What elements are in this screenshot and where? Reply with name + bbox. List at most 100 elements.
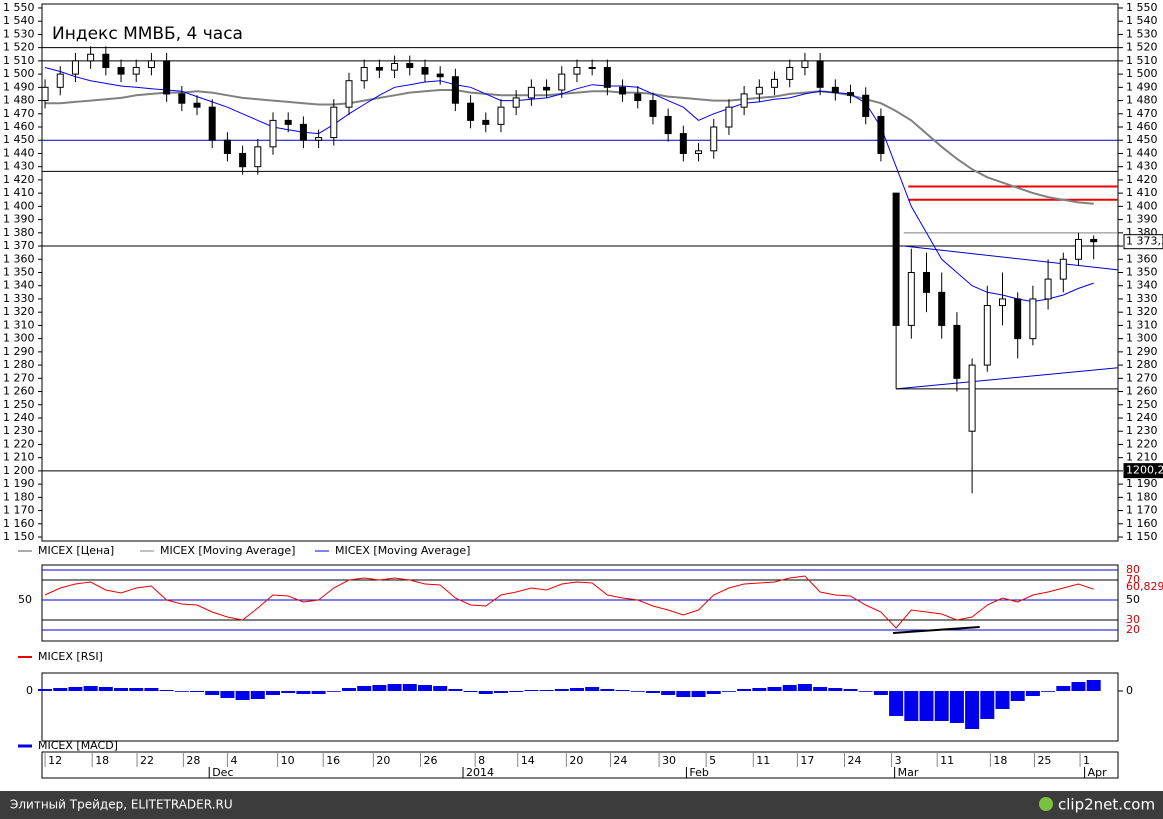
macd-bar: [38, 689, 53, 691]
y-tick-label: 1 470: [1126, 107, 1158, 120]
panel-frame: [41, 564, 1119, 642]
y-tick-label: 1 420: [3, 173, 35, 186]
x-tick-label: 11: [940, 754, 954, 767]
y-tick-label: 0: [1126, 684, 1133, 697]
chart-title: Индекс ММВБ, 4 часа: [52, 24, 243, 44]
candle-body: [527, 86, 535, 99]
y-tick-label: 1 160: [1126, 517, 1158, 530]
y-tick-label: 1 250: [1126, 398, 1158, 411]
month-label: 2014: [466, 766, 494, 779]
macd-bar: [797, 684, 812, 691]
y-tick-label: 1 520: [3, 41, 35, 54]
y-tick-label: 1 390: [1126, 213, 1158, 226]
y-tick-label: 1 410: [1126, 186, 1158, 199]
y-tick-label: 1 280: [3, 358, 35, 371]
macd-bar: [402, 684, 417, 691]
macd-bar: [965, 691, 980, 729]
candle-body: [436, 73, 444, 78]
candle-body: [786, 66, 794, 80]
candle-body: [406, 63, 414, 68]
x-tick-label: 18: [95, 754, 109, 767]
x-tick-label: 30: [662, 754, 676, 767]
macd-bar: [417, 685, 432, 691]
macd-bar: [190, 691, 205, 692]
y-tick-label: 1 500: [3, 67, 35, 80]
candle-body: [315, 137, 323, 141]
macd-bar: [569, 688, 584, 691]
macd-bar: [858, 691, 873, 692]
candle-body: [147, 60, 155, 68]
candle-body: [877, 115, 885, 154]
y-tick-label: 1 390: [3, 213, 35, 226]
y-tick-label: 1 260: [1126, 385, 1158, 398]
macd-bar: [1056, 686, 1071, 691]
macd-bar: [1041, 691, 1056, 692]
y-tick-label: 1 230: [1126, 424, 1158, 437]
x-tick-label: 1: [1083, 754, 1090, 767]
macd-bar: [159, 690, 174, 691]
y-tick-label: 20: [1126, 623, 1140, 636]
y-tick-label: 1 410: [3, 186, 35, 199]
y-tick-label: 1 340: [1126, 279, 1158, 292]
price-tag-label: 1 373,3: [1126, 235, 1163, 248]
candle-body: [102, 53, 110, 68]
y-tick-label: 1 540: [3, 14, 35, 27]
y-tick-label: 1 400: [1126, 199, 1158, 212]
y-tick-label: 1 220: [1126, 437, 1158, 450]
y-tick-label: 1 290: [1126, 345, 1158, 358]
candle-body: [831, 86, 839, 94]
y-tick-label: 1 300: [1126, 332, 1158, 345]
y-tick-label: 1 330: [1126, 292, 1158, 305]
y-tick-label: 1 340: [3, 279, 35, 292]
x-tick-label: 10: [281, 754, 295, 767]
x-tick-label: 11: [756, 754, 770, 767]
y-tick-label: 1 310: [1126, 318, 1158, 331]
y-tick-label: 1 430: [3, 160, 35, 173]
x-tick-label: 20: [569, 754, 583, 767]
candle-body: [360, 66, 368, 82]
legend-label: MICEX [MACD]: [38, 739, 118, 752]
macd-bar: [1010, 691, 1025, 701]
y-tick-label: 1 170: [1126, 504, 1158, 517]
month-label: Apr: [1088, 766, 1108, 779]
x-tick-label: 25: [1037, 754, 1051, 767]
y-tick-label: 80: [1126, 563, 1140, 576]
candle-body: [1074, 238, 1082, 260]
y-tick-label: 1 310: [3, 318, 35, 331]
candle-body: [923, 272, 931, 293]
x-tick-label: 4: [230, 754, 237, 767]
candle-body: [695, 150, 703, 154]
y-tick-label: 1 230: [3, 424, 35, 437]
candle-body: [938, 291, 946, 326]
footer-logo: clip2net.com: [1058, 796, 1155, 814]
y-tick-label: 1 450: [3, 133, 35, 146]
macd-bar: [585, 687, 600, 691]
candle-body: [269, 119, 277, 148]
macd-bar: [129, 688, 144, 691]
macd-bar: [889, 691, 904, 716]
macd-bar: [630, 691, 645, 692]
trend-line: [903, 245, 1119, 271]
y-tick-label: 1 490: [1126, 80, 1158, 93]
candle-body: [725, 106, 733, 128]
y-tick-label: 1 210: [1126, 451, 1158, 464]
macd-bar: [235, 691, 250, 700]
macd-bar: [372, 685, 387, 691]
macd-bar: [691, 691, 706, 697]
y-tick-label: 1 430: [1126, 160, 1158, 173]
month-label: Dec: [212, 766, 233, 779]
y-tick-label: 1 500: [1126, 67, 1158, 80]
x-tick-label: 8: [478, 754, 485, 767]
x-tick-label: 18: [993, 754, 1007, 767]
y-tick-label: 1 350: [3, 266, 35, 279]
macd-bar: [341, 688, 356, 691]
candle-body: [41, 86, 49, 102]
macd-bar: [53, 688, 68, 691]
candle-body: [497, 106, 505, 125]
candle-body: [1014, 298, 1022, 340]
candle-body: [451, 76, 459, 104]
candle-body: [467, 102, 475, 121]
macd-bar: [144, 688, 159, 691]
price-tag: [1123, 463, 1163, 479]
